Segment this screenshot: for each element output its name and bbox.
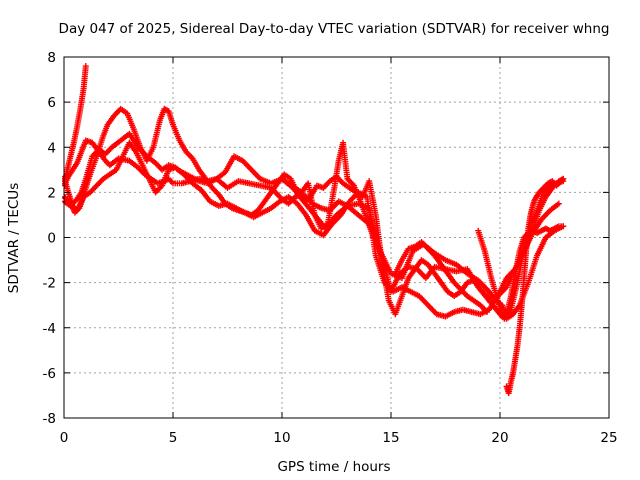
- data-point: [82, 63, 89, 70]
- x-tick-labels: 0 5 10 15 20 25: [60, 430, 618, 446]
- data-point: [483, 308, 490, 315]
- tick-marks: [63, 56, 610, 419]
- x-tick-label: 10: [273, 430, 290, 446]
- y-tick-label: -4: [43, 321, 56, 337]
- x-tick-label: 20: [491, 430, 508, 446]
- x-axis-label: GPS time / hours: [277, 459, 390, 475]
- data-point: [370, 234, 377, 241]
- x-tick-label: 0: [60, 430, 69, 446]
- data-point: [560, 175, 567, 182]
- data-points: [62, 63, 567, 397]
- data-point: [559, 176, 566, 183]
- y-tick-label: 8: [47, 50, 56, 66]
- y-tick-labels: -8 -6 -4 -2 0 2 4 6 8: [43, 50, 56, 427]
- x-tick-label: 5: [169, 430, 178, 446]
- y-tick-label: 6: [47, 95, 56, 111]
- series-track-6: [475, 223, 567, 320]
- series-track-9: [392, 239, 490, 315]
- x-tick-label: 15: [382, 430, 399, 446]
- y-tick-label: -8: [43, 411, 56, 427]
- series-track-8: [279, 139, 377, 241]
- y-tick-label: 0: [47, 231, 56, 247]
- y-axis-label: SDTVAR / TECUs: [6, 183, 22, 293]
- y-tick-label: -2: [43, 276, 56, 292]
- data-point: [560, 223, 567, 230]
- y-tick-label: -6: [43, 366, 56, 382]
- x-tick-label: 25: [600, 430, 617, 446]
- series-track-5: [62, 63, 89, 185]
- y-tick-label: 2: [47, 185, 56, 201]
- data-point: [555, 200, 562, 207]
- chart-title: Day 047 of 2025, Sidereal Day-to-day VTE…: [59, 21, 610, 37]
- y-tick-label: 4: [47, 140, 56, 156]
- series-track-7: [503, 175, 567, 397]
